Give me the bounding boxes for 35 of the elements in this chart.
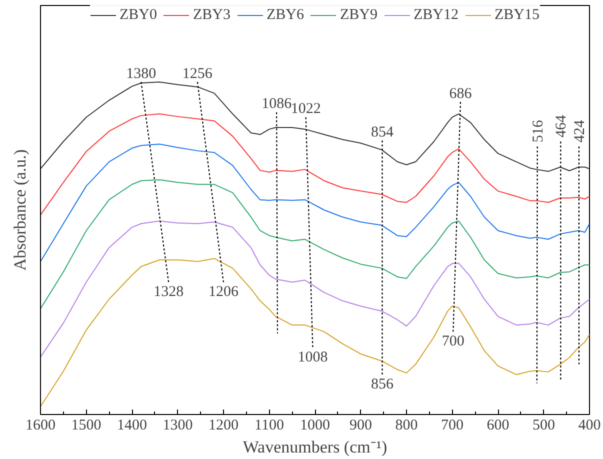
- legend-label: ZBY12: [414, 6, 458, 24]
- legend-label: ZBY15: [494, 6, 540, 24]
- legend-label: ZBY0: [120, 6, 157, 24]
- x-tick-label: 1100: [254, 418, 284, 434]
- annotation: 1328: [154, 284, 184, 300]
- annotation: 464: [554, 114, 570, 138]
- x-tick-label: 700: [441, 418, 464, 434]
- annotation: 1086: [262, 96, 292, 112]
- x-tick-label: 1000: [300, 418, 330, 434]
- x-tick-label: 1200: [208, 418, 238, 434]
- annotation: 1022: [290, 101, 321, 118]
- legend-label: ZBY3: [193, 6, 230, 24]
- x-axis-title: Wavenumbers (cm⁻¹): [242, 438, 388, 456]
- x-tick-label: 600: [486, 418, 510, 434]
- legend-label: ZBY6: [266, 6, 304, 24]
- x-tick-label: 1400: [117, 418, 147, 434]
- x-tick-label: 800: [395, 418, 418, 434]
- x-tick-label: 1600: [26, 418, 56, 434]
- x-tick-label: 500: [532, 418, 555, 434]
- x-tick-label: 900: [350, 418, 372, 434]
- legend-label: ZBY9: [340, 6, 378, 24]
- annotation: 1206: [208, 284, 239, 300]
- annotation: 424: [572, 119, 588, 142]
- y-axis-title: Absorbance (a.u.): [10, 149, 30, 271]
- annotation: 700: [442, 334, 464, 350]
- annotation: 1008: [298, 349, 328, 366]
- annotation: 686: [449, 86, 472, 102]
- annotation: 856: [371, 376, 394, 393]
- annotation: 854: [371, 124, 394, 141]
- annotation: 1256: [182, 66, 213, 82]
- annotation: 516: [530, 119, 546, 142]
- annotation: 1380: [126, 66, 156, 82]
- x-tick-label: 1500: [71, 418, 102, 434]
- x-tick-label: 400: [578, 418, 601, 434]
- x-tick-label: 1300: [162, 418, 193, 434]
